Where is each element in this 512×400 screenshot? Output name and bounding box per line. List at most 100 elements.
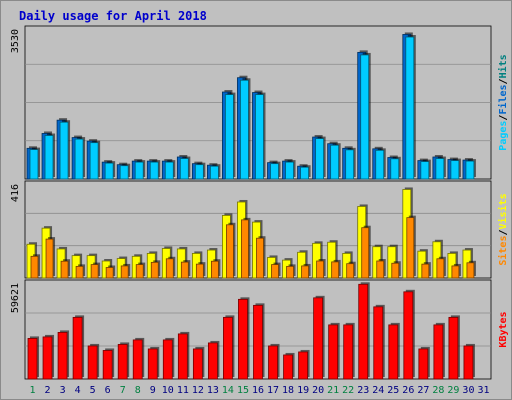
- x-tick-label: 12: [192, 385, 204, 396]
- bar-kbytes: [418, 348, 429, 380]
- panel-2-right-label: Sites/Visits: [497, 193, 509, 265]
- right-label-part: Visits: [497, 193, 509, 229]
- bar-sites: [256, 237, 264, 279]
- bar-sites: [120, 265, 129, 279]
- bar-files: [435, 158, 445, 180]
- bar-files: [420, 161, 430, 180]
- x-tick-label: 10: [162, 385, 174, 396]
- x-tick-label: 19: [297, 385, 309, 396]
- bar-files: [89, 142, 99, 180]
- bar-kbytes: [343, 324, 354, 380]
- right-label-part: KBytes: [498, 311, 509, 347]
- bar-kbytes: [87, 345, 98, 380]
- bar-kbytes: [223, 316, 233, 380]
- bar-sites: [105, 267, 114, 279]
- bar-files: [29, 149, 39, 180]
- plot-layer: 3530Pages/Files/Hits416Sites/Visits59621…: [10, 25, 509, 396]
- bar-kbytes: [313, 297, 324, 380]
- bar-files: [209, 165, 219, 180]
- x-tick-label: 3: [60, 385, 66, 396]
- x-tick-label: 7: [120, 385, 126, 396]
- bar-files: [179, 158, 189, 180]
- x-tick-label: 23: [357, 385, 369, 396]
- x-tick-label: 20: [312, 385, 324, 396]
- bar-sites: [376, 260, 385, 279]
- x-tick-label: 28: [432, 385, 444, 396]
- x-tick-label: 17: [267, 385, 279, 396]
- x-tick-label: 8: [135, 385, 141, 396]
- bar-files: [465, 160, 475, 180]
- bar-files: [360, 54, 370, 180]
- bar-kbytes: [283, 354, 293, 380]
- right-label-part: /: [498, 229, 509, 235]
- bar-kbytes: [117, 344, 128, 380]
- x-tick-label: 6: [105, 385, 111, 396]
- right-label-part: /: [498, 115, 509, 121]
- x-tick-label: 1: [30, 385, 36, 396]
- bar-kbytes: [42, 336, 53, 380]
- x-tick-label: 31: [477, 385, 489, 396]
- bar-kbytes: [162, 339, 173, 380]
- bar-sites: [180, 261, 189, 279]
- bar-kbytes: [192, 348, 203, 380]
- bar-kbytes: [207, 342, 218, 380]
- bar-files: [240, 79, 249, 180]
- x-tick-label: 5: [90, 385, 96, 396]
- bar-files: [255, 94, 264, 180]
- bar-kbytes: [268, 345, 278, 380]
- bar-files: [194, 164, 204, 180]
- bar-files: [149, 161, 159, 180]
- bar-kbytes: [388, 324, 399, 380]
- bar-sites: [45, 238, 54, 279]
- x-tick-label: 26: [402, 385, 414, 396]
- x-tick-label: 21: [327, 385, 339, 396]
- x-tick-label: 18: [282, 385, 294, 396]
- bar-files: [315, 138, 325, 180]
- right-label-part: Files: [497, 84, 509, 114]
- right-label-part: Hits: [497, 54, 509, 78]
- panel-1-max-label: 3530: [10, 29, 21, 53]
- bar-files: [405, 36, 415, 180]
- bar-kbytes: [433, 324, 444, 380]
- bar-sites: [436, 258, 445, 279]
- bar-sites: [241, 219, 249, 279]
- right-label-part: Sites: [497, 236, 509, 266]
- x-tick-label: 4: [75, 385, 81, 396]
- bar-sites: [361, 227, 370, 279]
- bar-sites: [451, 265, 460, 279]
- bar-kbytes: [373, 306, 384, 380]
- x-tick-label: 24: [372, 385, 384, 396]
- x-tick-label: 13: [207, 385, 219, 396]
- bar-sites: [135, 264, 144, 279]
- bar-files: [285, 161, 294, 180]
- bar-kbytes: [27, 338, 38, 380]
- right-label-part: Pages: [498, 121, 509, 151]
- bar-sites: [60, 260, 69, 279]
- bar-files: [225, 94, 234, 180]
- bar-kbytes: [72, 316, 83, 380]
- bar-files: [134, 161, 144, 180]
- bar-sites: [391, 262, 400, 279]
- bar-files: [44, 135, 54, 180]
- x-tick-label: 27: [417, 385, 429, 396]
- bar-sites: [316, 260, 325, 279]
- bar-sites: [406, 217, 415, 279]
- bar-files: [375, 149, 385, 180]
- x-tick-label: 16: [252, 385, 264, 396]
- bar-kbytes: [328, 324, 339, 380]
- x-tick-label: 15: [237, 385, 249, 396]
- bar-kbytes: [132, 339, 143, 380]
- bar-files: [330, 144, 340, 180]
- bar-files: [104, 162, 114, 180]
- x-tick-label: 11: [177, 385, 189, 396]
- right-label-part: /: [498, 78, 509, 84]
- bar-files: [345, 149, 355, 180]
- bar-sites: [30, 255, 39, 279]
- bar-kbytes: [57, 332, 68, 380]
- bar-kbytes: [403, 291, 414, 380]
- bar-kbytes: [238, 298, 248, 380]
- bar-kbytes: [298, 351, 308, 380]
- panel-3-max-label: 59621: [10, 283, 21, 313]
